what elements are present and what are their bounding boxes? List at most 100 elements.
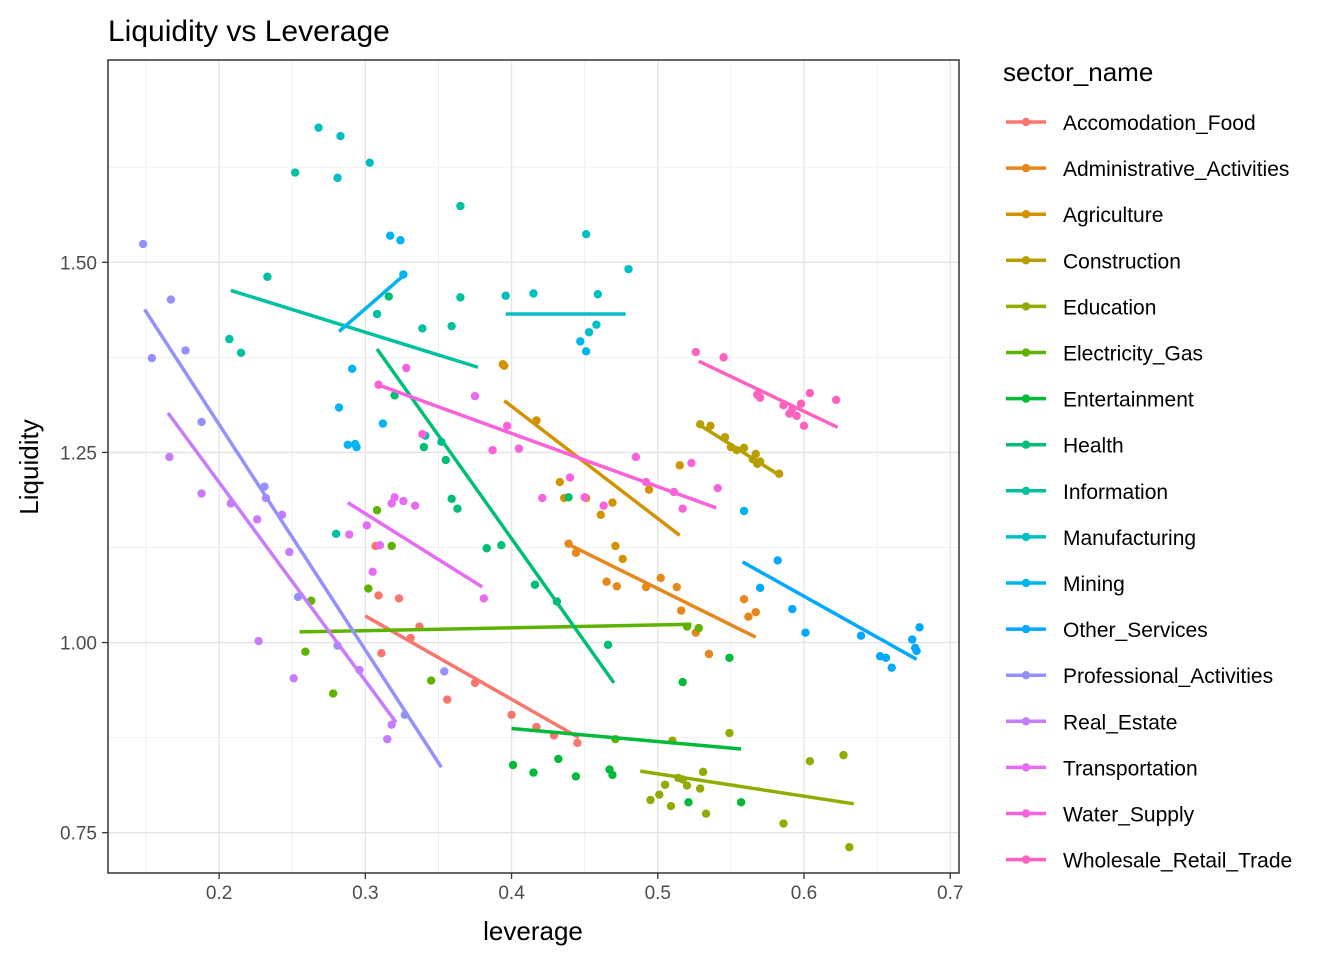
data-point: [576, 337, 585, 346]
data-point: [675, 461, 684, 470]
y-tick-label: 1.25: [60, 443, 97, 464]
data-point: [447, 321, 456, 331]
trend-line: [696, 422, 782, 478]
data-point: [571, 772, 581, 781]
data-point: [744, 612, 753, 621]
data-point: [646, 795, 655, 805]
legend-label: Construction: [1063, 250, 1181, 273]
data-point: [713, 483, 722, 493]
legend-label: Health: [1063, 435, 1124, 458]
legend-item: Professional_Activities: [1006, 665, 1273, 688]
data-point: [507, 710, 516, 720]
data-point: [599, 501, 608, 510]
legend-label: Education: [1063, 296, 1156, 319]
trend-line: [511, 726, 742, 751]
data-point: [691, 347, 701, 357]
data-point: [779, 819, 788, 828]
data-point: [612, 582, 622, 591]
data-point: [695, 784, 705, 793]
data-point: [725, 653, 734, 662]
data-point: [584, 328, 594, 337]
trend-line: [166, 411, 398, 724]
legend-key-point: [1021, 717, 1031, 726]
plot-panel: [107, 59, 960, 874]
data-point: [399, 496, 408, 506]
x-tick-label: 0.6: [791, 883, 817, 904]
data-point: [482, 544, 491, 553]
data-point: [831, 395, 841, 405]
trend-line: [375, 347, 616, 684]
data-point: [908, 635, 917, 644]
chart-title: Liquidity vs Leverage: [108, 15, 390, 48]
x-tick-label: 0.4: [498, 883, 525, 904]
data-point: [678, 504, 687, 513]
data-point: [384, 292, 393, 301]
data-point: [856, 631, 866, 640]
data-point: [396, 236, 405, 245]
y-tick-label: 1.00: [60, 634, 97, 655]
legend-key-point: [1021, 671, 1031, 680]
legend-key-point: [1021, 624, 1031, 634]
data-point: [181, 346, 190, 355]
legend-label: Information: [1063, 481, 1168, 504]
data-point: [419, 442, 429, 452]
series-manufacturing: [314, 123, 633, 337]
data-point: [387, 720, 396, 729]
legend-item: Electricity_Gas: [1006, 343, 1203, 366]
data-point: [801, 628, 810, 637]
data-point: [602, 577, 611, 586]
data-point: [596, 510, 605, 519]
data-point: [387, 541, 396, 551]
data-point: [225, 334, 234, 344]
series-accomodation-food: [371, 541, 582, 748]
legend-item: Education: [1006, 296, 1156, 319]
data-point: [418, 324, 427, 333]
data-point: [447, 494, 456, 504]
data-point: [501, 291, 510, 300]
x-tick-label: 0.3: [352, 883, 378, 904]
data-point: [839, 750, 848, 760]
data-point: [383, 734, 392, 744]
data-point: [166, 295, 176, 304]
data-point: [799, 421, 809, 431]
series-real-estate: [165, 452, 396, 744]
data-point: [362, 521, 372, 530]
legend-key-point: [1021, 763, 1031, 772]
legend-key-point: [1021, 394, 1031, 403]
data-point: [660, 780, 670, 789]
series-information: [225, 168, 465, 539]
data-point: [608, 498, 617, 507]
data-point: [197, 417, 206, 427]
legend-label: Transportation: [1063, 757, 1198, 780]
legend-key-point: [1021, 440, 1031, 449]
data-point: [755, 393, 765, 402]
legend-key-point: [1021, 117, 1031, 127]
data-point: [698, 767, 708, 777]
data-point: [684, 798, 693, 807]
data-point: [456, 293, 465, 302]
data-point: [739, 595, 749, 604]
data-point: [656, 573, 665, 583]
data-point: [676, 606, 686, 615]
legend-key-point: [1021, 302, 1031, 311]
legend-label: Real_Estate: [1063, 711, 1177, 734]
data-point: [440, 667, 449, 676]
data-point: [631, 452, 641, 462]
legend-key-point: [1021, 163, 1031, 173]
data-point: [655, 790, 664, 799]
legend-label: Wholesale_Retail_Trade: [1063, 850, 1292, 873]
data-point: [290, 168, 300, 177]
data-point: [573, 738, 582, 748]
data-point: [500, 361, 509, 370]
data-point: [805, 388, 815, 398]
data-point: [672, 582, 681, 592]
data-point: [378, 419, 388, 428]
legend-item: Other_Services: [1006, 619, 1208, 642]
data-point: [514, 444, 524, 453]
data-point: [343, 440, 353, 450]
data-point: [138, 239, 148, 249]
legend-key-point: [1021, 809, 1031, 818]
legend-label: Entertainment: [1063, 389, 1194, 412]
